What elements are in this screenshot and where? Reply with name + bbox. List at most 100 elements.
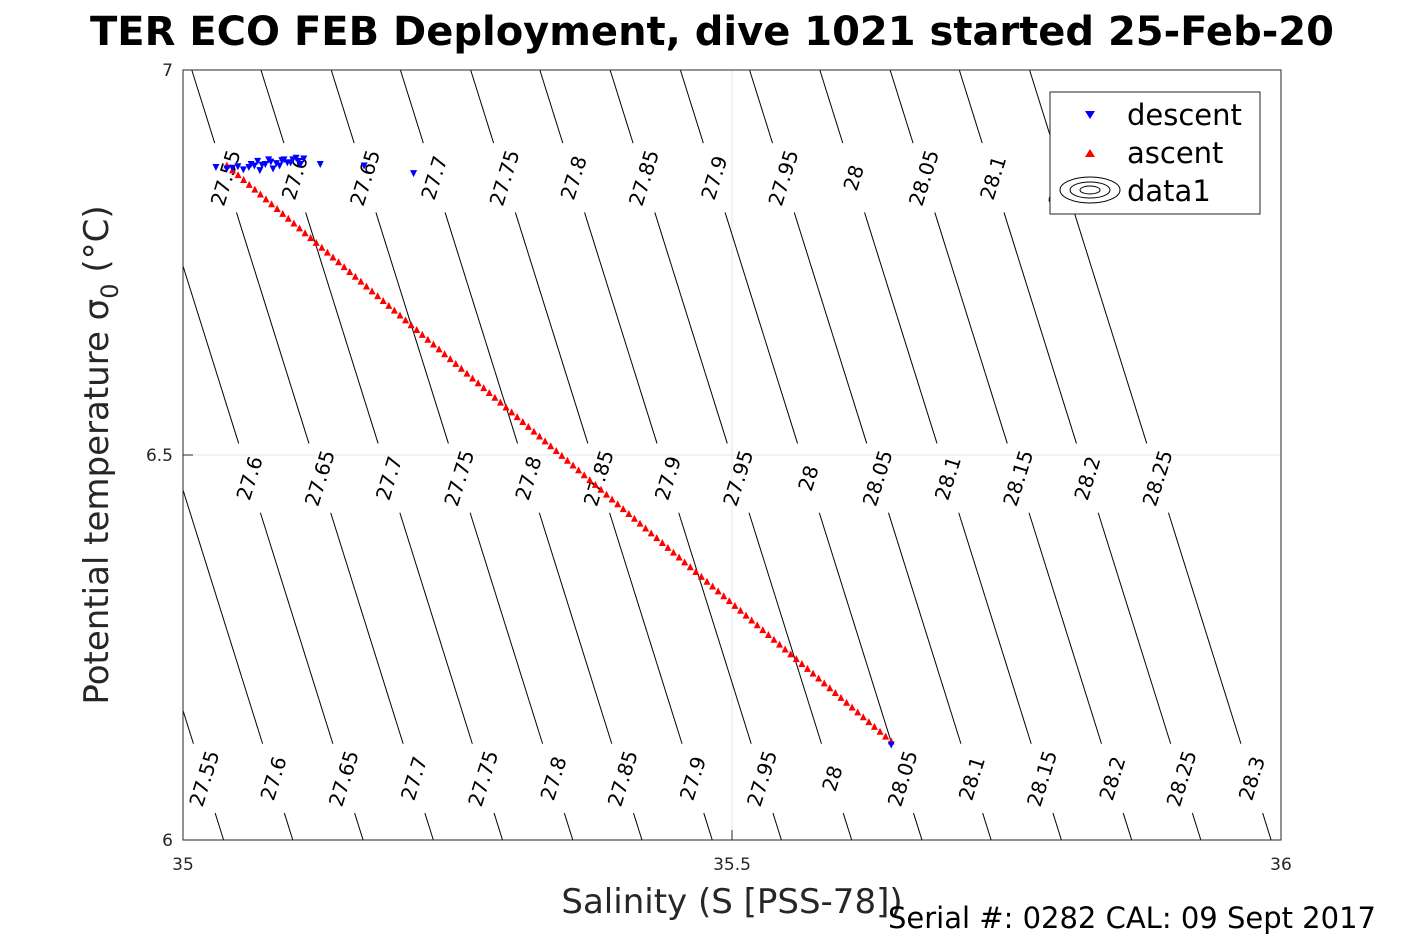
isopycnal-line — [563, 812, 574, 841]
ascent-point — [290, 219, 298, 227]
isopycnal-line — [283, 812, 294, 841]
y-axis-label: Potential temperature σ0 (°C) — [77, 205, 124, 704]
ascent-point — [770, 635, 778, 643]
ascent-point — [441, 350, 449, 358]
isopycnal-line — [703, 812, 713, 841]
ascent-point — [407, 321, 415, 329]
isopycnal-line — [469, 512, 544, 744]
isopycnal-line — [913, 812, 923, 841]
ascent-point — [374, 292, 382, 300]
ascent-point — [508, 408, 516, 416]
descent-point — [887, 741, 895, 749]
ascent-point — [284, 214, 292, 222]
ascent-point — [413, 326, 421, 334]
ascent-point — [742, 611, 750, 619]
isopycnal-line — [793, 212, 868, 444]
isopycnal-line — [818, 512, 893, 744]
isopycnal-line — [493, 812, 503, 841]
isopycnal-line — [399, 69, 424, 144]
ascent-point — [720, 592, 728, 600]
ascent-point — [446, 355, 454, 363]
ascent-point — [748, 616, 756, 624]
ascent-point — [469, 374, 477, 382]
ascent-point — [603, 490, 611, 498]
ascent-point — [848, 703, 856, 711]
ascent-point — [831, 689, 839, 697]
isopycnal-line — [633, 812, 643, 841]
isopycnal-line — [958, 512, 1032, 744]
ascent-point — [591, 480, 599, 488]
ascent-point — [653, 534, 661, 542]
isopycnal-line — [235, 212, 310, 444]
x-tick-label: 35 — [172, 855, 194, 875]
ascent-point — [870, 722, 878, 730]
chart-title: TER ECO FEB Deployment, dive 1021 starte… — [90, 9, 1334, 55]
isopycnal-line — [182, 265, 240, 444]
ascent-point — [256, 190, 264, 198]
isopycnal-line — [330, 69, 355, 144]
ascent-point — [826, 684, 834, 692]
ascent-point — [608, 495, 616, 503]
ascent-point — [402, 316, 410, 324]
ascent-point — [418, 330, 426, 338]
ascent-point — [787, 650, 795, 658]
descent-point — [234, 163, 242, 171]
isopycnal-line — [354, 812, 364, 841]
ascent-point — [273, 205, 281, 213]
ascent-point — [854, 708, 862, 716]
y-axis-label-main: Potential temperature σ — [77, 299, 117, 705]
legend-descent-label: descent — [1127, 98, 1242, 132]
ascent-point — [452, 359, 460, 367]
ascent-point — [547, 442, 555, 450]
ascent-point — [876, 727, 884, 735]
descent-point — [316, 160, 324, 168]
descent-point — [239, 166, 247, 174]
ascent-point — [340, 263, 348, 271]
isopycnal-line — [584, 212, 658, 444]
ascent-point — [714, 587, 722, 595]
ascent-point — [675, 553, 683, 561]
grid-lines — [183, 70, 1281, 840]
ascent-point — [882, 732, 890, 740]
ascent-series — [223, 161, 895, 745]
ascent-point — [480, 384, 488, 392]
ascent-point — [575, 466, 583, 474]
ascent-point — [697, 572, 705, 580]
ascent-point — [502, 403, 510, 411]
isopycnal-line — [1003, 212, 1077, 444]
isopycnal-line — [819, 69, 844, 144]
ascent-point — [792, 655, 800, 663]
isopycnal-line — [214, 812, 225, 841]
isopycnal-line — [539, 69, 564, 144]
ascent-point — [368, 287, 376, 295]
ascent-point — [563, 456, 571, 464]
descent-point — [360, 162, 368, 170]
legend-ascent-label: ascent — [1127, 136, 1223, 170]
ascent-point — [552, 447, 560, 455]
ascent-point — [865, 718, 873, 726]
isopycnal-line — [538, 512, 613, 744]
ascent-point — [318, 243, 326, 251]
isopycnal-line — [1073, 212, 1148, 444]
isopycnal-line — [654, 212, 728, 444]
ascent-point — [753, 621, 761, 629]
ascent-point — [346, 267, 354, 275]
isopycnal-line — [260, 69, 285, 144]
isopycnal-line — [609, 69, 634, 144]
legend-ascent-marker — [1085, 149, 1095, 157]
ascent-point — [301, 229, 309, 237]
ascent-point — [279, 209, 287, 217]
ascent-point — [764, 630, 772, 638]
ascent-point — [424, 335, 432, 343]
ascent-point — [820, 679, 828, 687]
ascent-point — [558, 451, 566, 459]
ascent-point — [625, 509, 633, 517]
ascent-point — [491, 393, 499, 401]
ascent-point — [541, 437, 549, 445]
ascent-point — [536, 432, 544, 440]
ascent-point — [859, 713, 867, 721]
isopycnal-line — [259, 512, 334, 744]
descent-point — [300, 155, 308, 163]
ascent-point — [524, 422, 532, 430]
legend-contour-icon — [1059, 176, 1121, 204]
